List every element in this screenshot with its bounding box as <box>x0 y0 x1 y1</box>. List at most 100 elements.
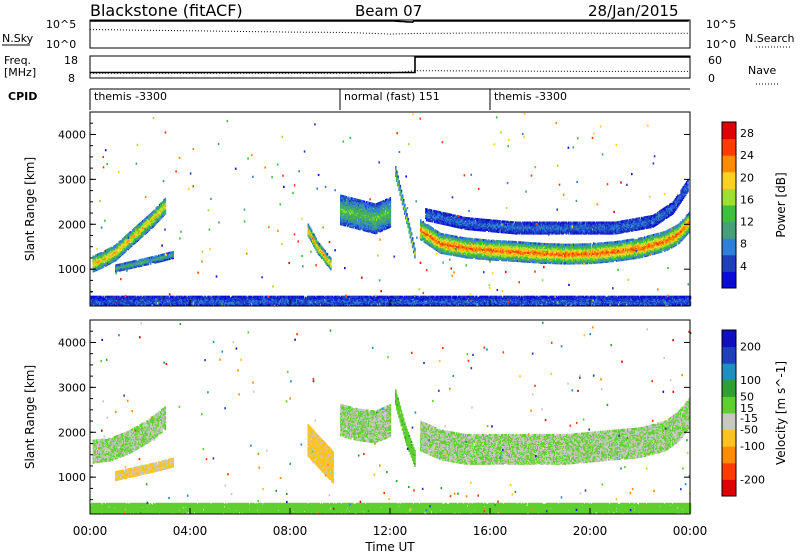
range-cell <box>361 222 363 225</box>
range-cell <box>106 249 108 252</box>
range-cell <box>374 212 377 215</box>
range-cell <box>102 251 105 255</box>
range-cell <box>315 237 317 240</box>
range-cell <box>325 252 328 255</box>
range-cell <box>389 198 392 202</box>
range-cell <box>421 227 423 230</box>
range-cell <box>343 195 345 198</box>
range-cell <box>345 207 348 210</box>
range-cell <box>156 256 159 259</box>
range-cell <box>420 229 422 232</box>
freq-tick-low: 8 <box>68 72 75 85</box>
range-cell <box>423 224 425 227</box>
range-cell <box>429 225 431 228</box>
range-cell <box>424 239 427 242</box>
range-cell <box>423 222 425 225</box>
range-cell <box>371 206 374 209</box>
station-title: Blackstone (fitACF) <box>90 1 243 20</box>
range-cell <box>350 212 352 216</box>
range-cell <box>120 268 123 271</box>
range-cell <box>163 253 165 256</box>
range-cell <box>120 265 123 268</box>
range-cell <box>122 252 125 255</box>
range-cell <box>149 262 152 265</box>
range-cell <box>358 204 360 207</box>
range-cell <box>148 220 151 224</box>
range-cell <box>373 210 376 213</box>
range-cell <box>128 243 131 246</box>
range-cell <box>316 240 319 243</box>
range-cell <box>309 227 312 230</box>
range-cell <box>356 217 359 220</box>
range-cell <box>116 243 118 246</box>
range-cell <box>121 238 124 241</box>
range-cell <box>380 216 383 219</box>
range-cell <box>378 207 380 211</box>
range-cell <box>388 204 390 207</box>
range-cell <box>395 171 397 175</box>
range-cell <box>169 254 171 257</box>
range-cell <box>349 220 351 223</box>
range-cell <box>378 217 380 220</box>
range-cell <box>352 213 354 216</box>
range-cell <box>385 203 387 207</box>
range-cell <box>378 228 380 231</box>
range-cell <box>410 237 413 240</box>
range-cell <box>125 242 127 245</box>
range-cell <box>98 266 100 269</box>
range-cell <box>164 254 167 258</box>
range-cell <box>135 238 137 242</box>
range-cell <box>400 193 403 196</box>
range-cell <box>352 197 354 200</box>
range-cell <box>324 250 326 253</box>
range-cell <box>112 257 115 260</box>
range-cell <box>164 258 167 262</box>
range-cell <box>125 262 127 265</box>
range-cell <box>103 250 106 253</box>
range-cell <box>143 259 145 262</box>
range-cell <box>110 252 113 255</box>
range-cell <box>370 214 372 217</box>
range-cell <box>400 189 403 192</box>
range-cell <box>102 262 105 265</box>
range-cell <box>160 254 162 257</box>
range-cell <box>115 270 117 273</box>
range-cell <box>395 166 397 169</box>
range-cell <box>358 217 360 221</box>
range-cell <box>359 199 361 202</box>
range-cell <box>142 220 144 223</box>
range-cell <box>344 205 347 208</box>
range-cell <box>328 264 331 267</box>
range-cell <box>126 234 128 237</box>
range-cell <box>108 247 110 251</box>
range-cell <box>124 243 126 246</box>
range-cell <box>343 223 345 226</box>
range-cell <box>128 261 131 264</box>
range-cell <box>107 260 109 263</box>
range-cell <box>423 237 425 240</box>
range-cell <box>97 253 99 256</box>
cpid-segment-label: themis -3300 <box>94 90 167 103</box>
range-cell <box>146 219 149 223</box>
range-cell <box>109 247 111 250</box>
range-cell <box>359 219 361 222</box>
range-cell <box>386 209 388 212</box>
range-cell <box>117 252 119 255</box>
range-cell <box>361 226 363 229</box>
range-cell <box>138 231 141 235</box>
range-cell <box>353 205 356 209</box>
range-cell <box>420 219 422 222</box>
range-cell <box>421 222 423 225</box>
range-cell <box>99 255 101 258</box>
range-cell <box>134 227 136 230</box>
range-cell <box>362 200 365 203</box>
range-cell <box>163 198 165 202</box>
range-cell <box>324 253 326 256</box>
range-cell <box>120 251 123 254</box>
nsearch-line <box>90 29 689 35</box>
range-cell <box>321 253 323 256</box>
range-cell <box>359 216 361 219</box>
range-cell <box>109 252 111 255</box>
range-cell <box>113 251 116 254</box>
